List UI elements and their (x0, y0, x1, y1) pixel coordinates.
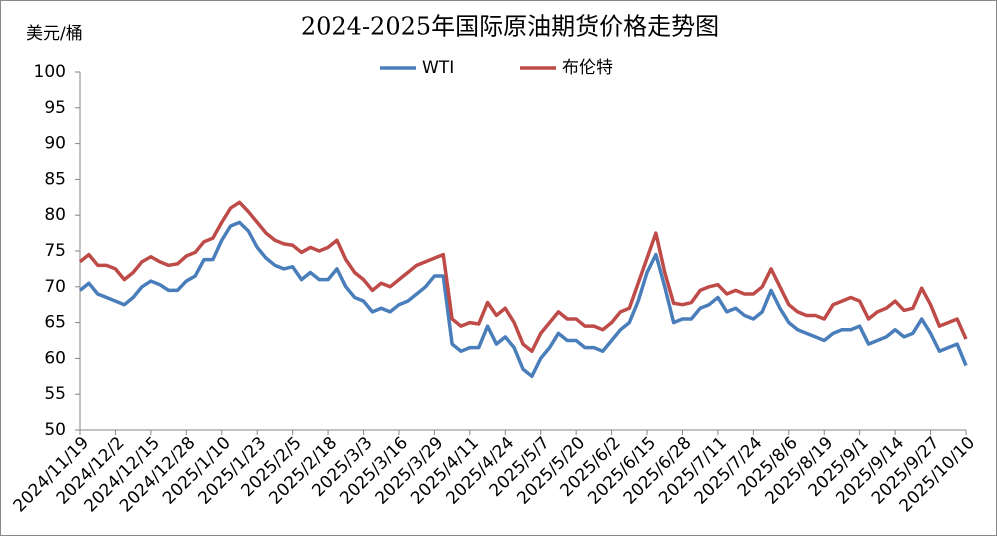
series-line (78, 200, 968, 353)
y-tick-label: 70 (44, 277, 66, 297)
y-tick-label: 60 (44, 348, 66, 368)
y-tick-label: 90 (44, 134, 66, 154)
y-tick-label: 95 (44, 98, 66, 118)
y-tick-label: 50 (44, 420, 66, 440)
chart-title: 2024-2025年国际原油期货价格走势图 (301, 13, 719, 41)
y-tick-label: 80 (44, 205, 66, 225)
series-line (78, 220, 968, 379)
y-axis-label: 美元/桶 (26, 24, 83, 44)
legend-label: 布伦特 (562, 58, 613, 78)
legend-label: WTI (422, 58, 454, 78)
y-tick-label: 75 (44, 241, 66, 261)
y-tick-label: 85 (44, 169, 66, 189)
y-tick-label: 55 (44, 384, 66, 404)
y-tick-label: 65 (44, 313, 66, 333)
y-tick-label: 100 (34, 62, 66, 82)
